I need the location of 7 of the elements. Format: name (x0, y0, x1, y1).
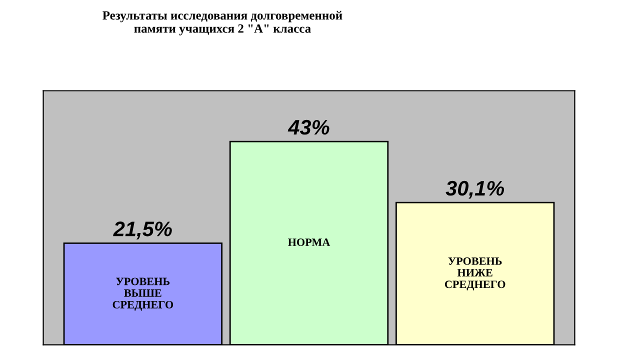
data-label: 21,5% (113, 222, 172, 240)
x-tick-label: УРОВЕНЬ ВЫШЕ СРЕДНЕГО (112, 278, 174, 311)
x-tick-label: УРОВЕНЬ НИЖЕ СРЕДНЕГО (444, 257, 506, 290)
data-label: 43% (288, 120, 330, 135)
chart-title: Результаты исследования долговременной памяти учащихся 2 "А" класса (102, 10, 342, 36)
x-tick-label: НОРМА (288, 238, 330, 246)
data-label: 30,1% (446, 180, 504, 199)
